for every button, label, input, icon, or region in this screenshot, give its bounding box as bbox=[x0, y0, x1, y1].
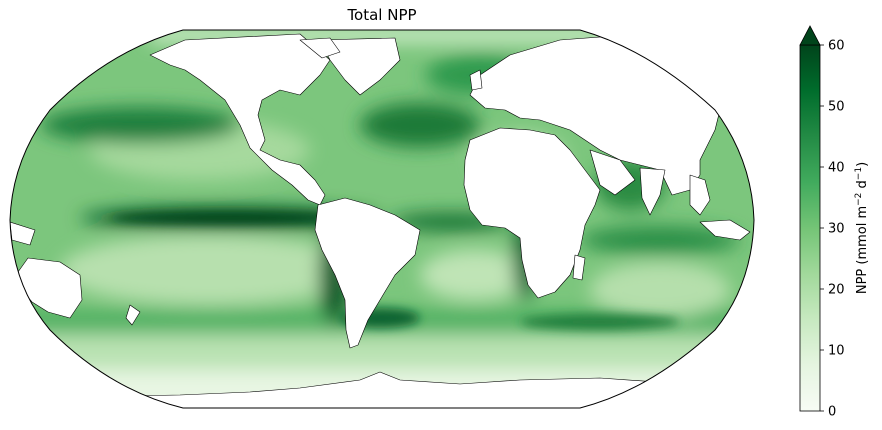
land-africa bbox=[463, 127, 601, 299]
colorbar: 0 10 20 30 40 50 60 NPP (mmol m−2 d−1) bbox=[799, 25, 870, 420]
land-south-america bbox=[314, 197, 421, 349]
land-masses bbox=[10, 33, 754, 408]
globe-outline bbox=[9, 29, 755, 409]
colorbar-extend-arrow bbox=[799, 25, 821, 46]
colorbar-tick-label: 30 bbox=[828, 222, 845, 237]
land-north-america bbox=[149, 33, 331, 206]
colorbar-label: NPP (mmol m−2 d−1) bbox=[854, 162, 870, 294]
colorbar-tick-label: 50 bbox=[828, 100, 845, 115]
colorbar-tick-label: 20 bbox=[828, 283, 845, 298]
colorbar-tick-label: 60 bbox=[828, 39, 845, 54]
colorbar-ticks: 0 10 20 30 40 50 60 bbox=[820, 39, 845, 420]
colorbar-tick-label: 0 bbox=[828, 405, 836, 420]
map-title: Total NPP bbox=[347, 6, 417, 24]
colorbar-gradient bbox=[799, 44, 821, 412]
land-india bbox=[639, 167, 666, 216]
colorbar-tick-label: 10 bbox=[828, 344, 845, 359]
colorbar-tick-label: 40 bbox=[828, 161, 845, 176]
